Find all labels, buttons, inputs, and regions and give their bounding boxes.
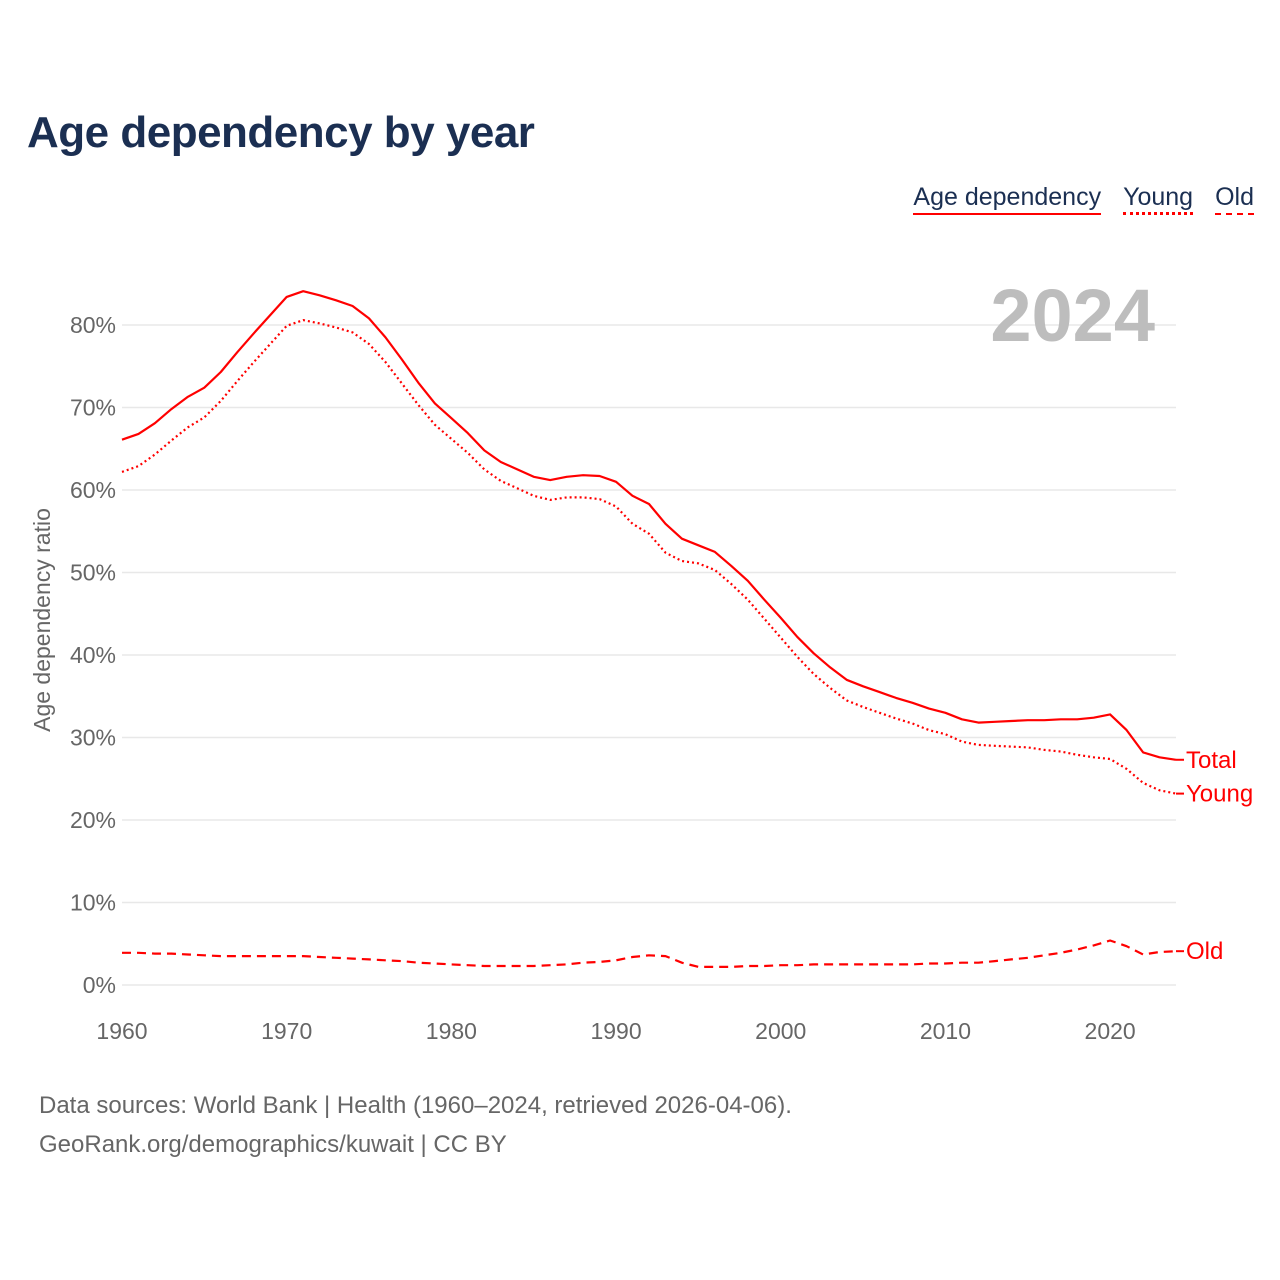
legend-item-age-dependency[interactable]: Age dependency (913, 183, 1102, 215)
end-label-old: Old (1186, 938, 1223, 965)
series-line-total (121, 290, 1177, 761)
x-tick-label: 1990 (590, 1018, 641, 1044)
chart-title: Age dependency by year (27, 108, 535, 157)
x-tick-label: 2000 (755, 1018, 806, 1044)
x-tick-label: 1970 (261, 1018, 312, 1044)
y-tick-label: 40% (70, 642, 116, 668)
source-note: Data sources: World Bank | Health (1960–… (39, 1092, 792, 1119)
y-tick-label: 0% (83, 972, 116, 998)
y-tick-label: 20% (70, 807, 116, 833)
series-line-young (121, 319, 1177, 795)
y-tick-label: 70% (70, 395, 116, 421)
x-tick-label: 2010 (920, 1018, 971, 1044)
legend: Age dependency Young Old (913, 183, 1254, 215)
x-tick-label: 1960 (96, 1018, 147, 1044)
legend-item-young[interactable]: Young (1123, 183, 1194, 215)
end-label-total: Total (1186, 747, 1237, 774)
legend-item-old[interactable]: Old (1215, 183, 1254, 215)
y-axis-label: Age dependency ratio (29, 508, 55, 732)
y-tick-label: 10% (70, 890, 116, 916)
year-watermark: 2024 (990, 274, 1155, 357)
footer: Data sources: World Bank | Health (1960–… (39, 1086, 792, 1164)
x-tick-label: 2020 (1085, 1018, 1136, 1044)
y-tick-label: 30% (70, 725, 116, 751)
series-line-old (122, 939, 1177, 969)
y-tick-label: 60% (70, 477, 116, 503)
y-tick-label: 80% (70, 312, 116, 338)
x-tick-label: 1980 (426, 1018, 477, 1044)
y-tick-label: 50% (70, 560, 116, 586)
credit-note[interactable]: GeoRank.org/demographics/kuwait | CC BY (39, 1131, 507, 1158)
end-label-young: Young (1186, 781, 1253, 808)
